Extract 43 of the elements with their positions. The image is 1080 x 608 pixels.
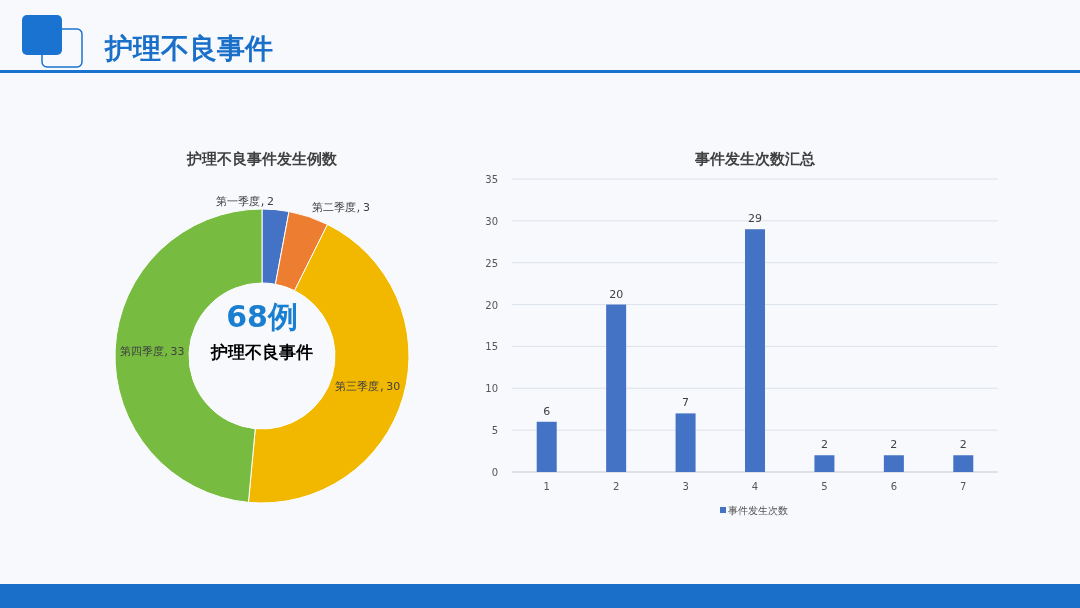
data-label: 20 [609,287,624,301]
y-tick-label: 10 [485,383,498,395]
x-tick-label: 5 [821,481,828,492]
data-label: 2 [267,195,274,208]
bar [814,455,835,472]
data-label: 3 [362,201,370,215]
y-tick-label: 25 [485,257,498,269]
x-tick-label: 2 [612,481,620,492]
slice-label: 第一季度 [216,195,260,208]
data-label: 29 [748,212,762,226]
text: 护理不良事件 [104,32,273,65]
x-tick-label: 1 [543,481,550,492]
chart-title: 护理不良事件发生例数 [186,150,338,168]
text: 护理不良事件 [210,342,313,362]
y-tick-label: 0 [491,467,498,478]
x-tick-label: 7 [960,481,967,492]
bar [745,229,765,472]
data-label: 2 [820,438,828,452]
data-label: 2 [890,438,898,452]
x-tick-label: 4 [751,481,759,492]
y-tick-label: 15 [485,341,498,353]
data-label: 2 [959,438,967,452]
data-label: 33 [170,344,185,358]
data-label: 7 [682,396,690,410]
slice-label: 第四季度 [119,344,164,358]
x-tick-label: 3 [682,481,689,492]
data-label: 6 [543,404,551,418]
bar [606,304,627,472]
slice-label: 第三季度 [335,380,380,394]
bar [536,421,557,472]
bar [953,455,974,472]
legend-label: 事件发生次数 [728,505,788,516]
y-tick-label: 5 [491,425,498,437]
y-tick-label: 30 [485,215,498,227]
data-label: 30 [386,380,401,394]
text: 68例 [226,299,298,334]
y-tick-label: 35 [485,174,498,185]
bar [675,413,696,472]
slice-label: 第二季度 [311,201,356,215]
y-tick-label: 20 [485,299,498,311]
bar [883,455,904,472]
chart-title: 事件发生次数汇总 [694,150,815,168]
x-tick-label: 6 [890,481,898,492]
